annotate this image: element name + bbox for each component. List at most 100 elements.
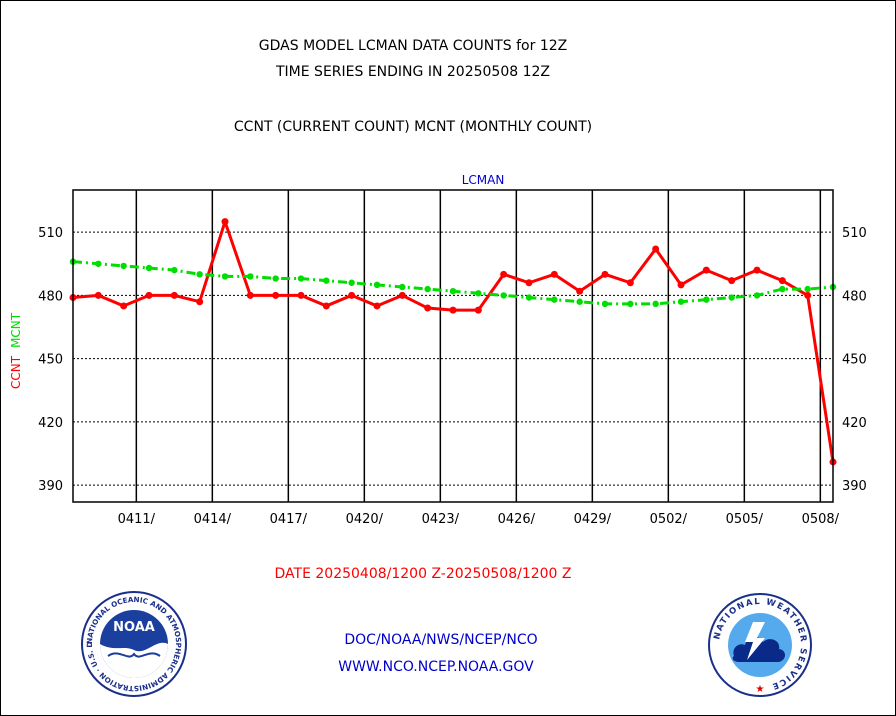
point-ccnt-11 <box>348 291 356 299</box>
chart-title-line2: TIME SERIES ENDING IN 20250508 12Z <box>276 64 550 80</box>
point-mcnt-22 <box>627 300 634 308</box>
xtick-label-2: 0417/ <box>270 512 308 527</box>
point-ccnt-23 <box>652 245 660 253</box>
nws-logo: NATIONAL WEATHER SERVICE ★ <box>708 593 812 697</box>
point-mcnt-14 <box>424 285 431 293</box>
point-mcnt-23 <box>652 300 659 308</box>
point-ccnt-28 <box>778 277 786 285</box>
point-mcnt-5 <box>196 271 203 278</box>
point-mcnt-9 <box>297 275 305 282</box>
point-ccnt-25 <box>702 266 710 274</box>
y-axis-label-mcnt: MCNT <box>9 312 23 348</box>
point-ccnt-24 <box>677 281 685 289</box>
point-mcnt-28 <box>779 285 786 293</box>
point-mcnt-8 <box>272 275 279 282</box>
point-ccnt-8 <box>272 291 280 299</box>
point-mcnt-1 <box>95 260 102 267</box>
point-mcnt-29 <box>804 285 811 293</box>
point-ccnt-9 <box>297 291 305 299</box>
point-ccnt-18 <box>525 279 533 287</box>
point-ccnt-13 <box>398 291 406 299</box>
xtick-label-9: 0508/ <box>802 512 840 527</box>
point-mcnt-18 <box>525 294 533 301</box>
point-mcnt-7 <box>247 273 254 280</box>
point-ccnt-29 <box>804 291 812 299</box>
point-mcnt-3 <box>145 264 153 272</box>
point-ccnt-7 <box>246 291 254 299</box>
point-ccnt-2 <box>120 302 128 310</box>
point-ccnt-21 <box>601 270 609 278</box>
ytick-label-right-390: 390 <box>842 479 867 494</box>
point-ccnt-27 <box>753 266 761 274</box>
point-mcnt-15 <box>449 287 457 295</box>
ytick-label-right-480: 480 <box>842 289 867 304</box>
point-mcnt-25 <box>703 296 710 303</box>
point-ccnt-12 <box>373 302 381 310</box>
point-mcnt-2 <box>120 262 127 270</box>
chart-title-line1: GDAS MODEL LCMAN DATA COUNTS for 12Z <box>258 38 568 54</box>
ytick-label-left-450: 450 <box>38 353 63 368</box>
point-mcnt-6 <box>221 273 229 280</box>
point-ccnt-17 <box>500 270 508 278</box>
point-mcnt-13 <box>399 283 406 291</box>
xtick-label-6: 0429/ <box>574 512 612 527</box>
point-ccnt-19 <box>550 270 558 278</box>
date-range-label: DATE 20250408/1200 Z-20250508/1200 Z <box>274 566 572 582</box>
plot-title: LCMAN <box>462 173 505 187</box>
plot-area <box>73 190 833 502</box>
axis-layer: 390 390 420 420 450 450 480 480 510 510 0411/0414/… <box>9 173 867 527</box>
xtick-label-1: 0414/ <box>194 512 232 527</box>
point-mcnt-16 <box>475 290 482 297</box>
point-mcnt-27 <box>753 292 761 299</box>
point-ccnt-20 <box>576 287 584 295</box>
ytick-label-right-510: 510 <box>842 226 867 241</box>
nco-link-website[interactable]: WWW.NCO.NCEP.NOAA.GOV <box>338 659 534 675</box>
nws-star-icon: ★ <box>756 684 765 695</box>
point-mcnt-12 <box>373 281 381 289</box>
noaa-wordmark: NOAA <box>113 620 155 635</box>
point-ccnt-3 <box>145 291 153 299</box>
point-mcnt-4 <box>171 266 178 274</box>
plot-frame <box>72 189 834 503</box>
ytick-label-left-510: 510 <box>38 226 63 241</box>
xtick-label-4: 0423/ <box>422 512 460 527</box>
point-mcnt-17 <box>500 292 507 299</box>
ytick-label-left-420: 420 <box>38 416 63 431</box>
xtick-label-7: 0502/ <box>650 512 688 527</box>
cloud-shape <box>732 636 785 662</box>
noaa-logo: NATIONAL OCEANIC AND ATMOSPHERIC ADMINIS… <box>80 590 187 697</box>
y-axis-label: CCNT MCNT <box>9 312 23 389</box>
ytick-label-left-390: 390 <box>38 479 63 494</box>
xtick-label-3: 0420/ <box>346 512 384 527</box>
point-mcnt-24 <box>677 298 685 305</box>
point-ccnt-14 <box>424 304 432 312</box>
point-mcnt-11 <box>348 279 355 286</box>
ytick-label-right-420: 420 <box>842 416 867 431</box>
series-layer <box>69 218 837 466</box>
point-ccnt-15 <box>449 306 457 314</box>
point-ccnt-10 <box>322 302 330 310</box>
point-mcnt-19 <box>551 296 558 303</box>
point-ccnt-4 <box>170 291 178 299</box>
ytick-label-left-480: 480 <box>38 289 63 304</box>
point-ccnt-26 <box>728 277 736 285</box>
point-ccnt-6 <box>221 218 229 226</box>
seagull-shape <box>100 642 168 678</box>
point-ccnt-5 <box>196 298 204 306</box>
lightning-bolt-icon <box>745 622 765 660</box>
y-axis-label-ccnt: CCNT <box>9 355 23 389</box>
xtick-label-5: 0426/ <box>498 512 536 527</box>
point-mcnt-26 <box>728 294 735 301</box>
point-ccnt-22 <box>626 279 634 287</box>
point-ccnt-1 <box>94 291 102 299</box>
chart-subtitle: CCNT (CURRENT COUNT) MCNT (MONTHLY COUNT… <box>233 119 593 135</box>
nco-link-doc[interactable]: DOC/NOAA/NWS/NCEP/NCO <box>344 632 538 648</box>
point-mcnt-21 <box>601 300 609 308</box>
grid-layer <box>73 190 833 502</box>
xtick-label-0: 0411/ <box>118 512 156 527</box>
point-ccnt-16 <box>474 306 482 314</box>
point-mcnt-10 <box>323 277 330 284</box>
xtick-label-8: 0505/ <box>726 512 764 527</box>
point-mcnt-20 <box>576 298 583 305</box>
